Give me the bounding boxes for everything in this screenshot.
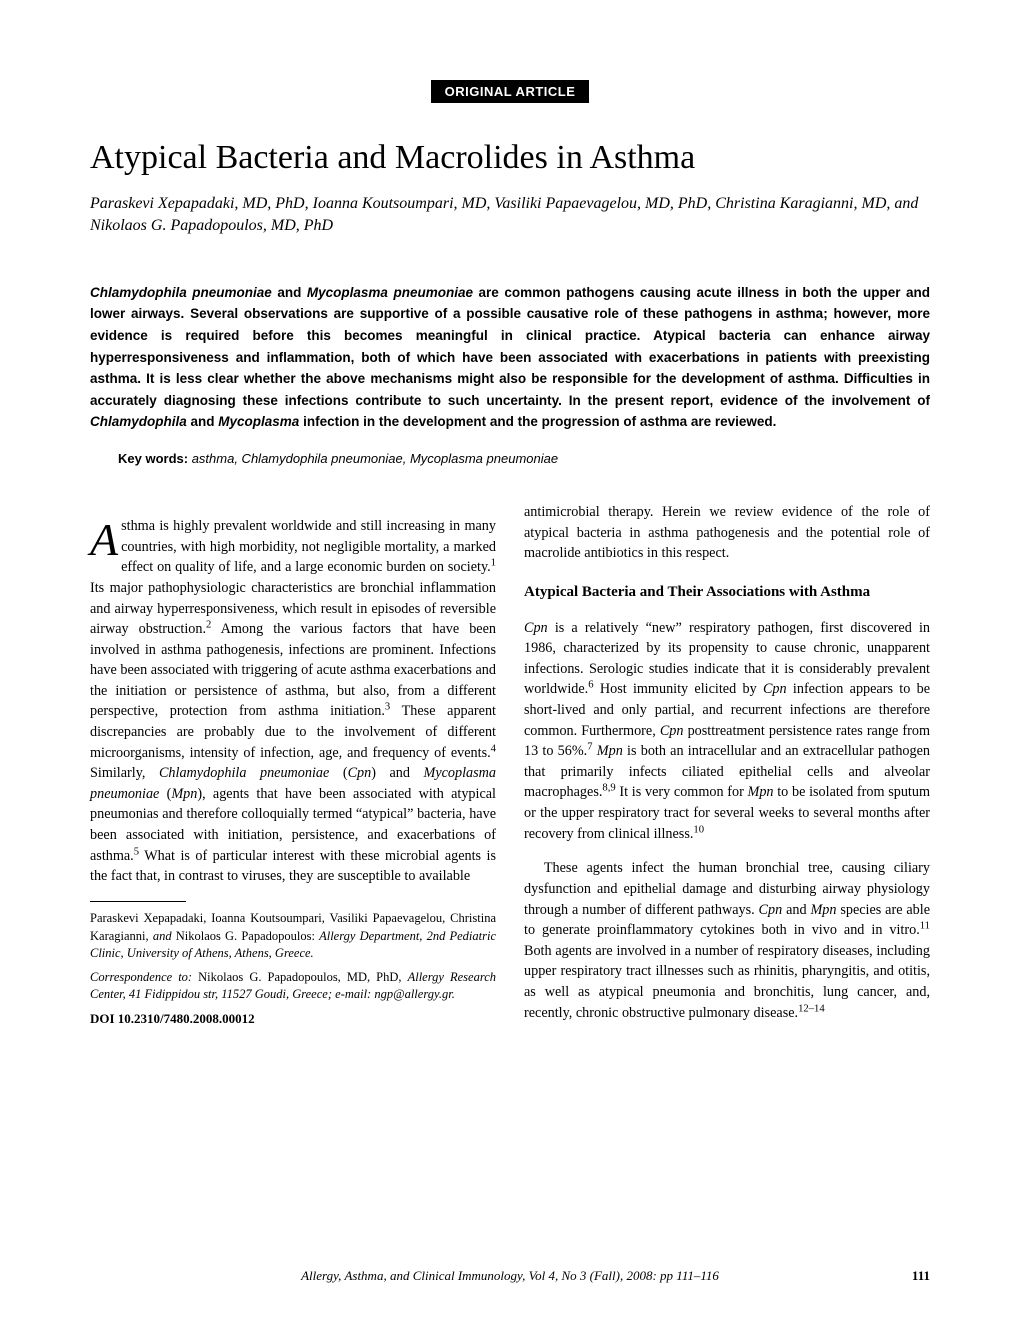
abstract-text: and [187, 414, 219, 429]
organism-abbr: Mpn [748, 784, 774, 800]
affil-and: and [153, 929, 172, 943]
citation: 7 [587, 741, 592, 752]
body-text: Host immunity elicited by [594, 681, 763, 697]
abstract-organism-4: Mycoplasma [218, 414, 299, 429]
organism-abbr: Mpn [810, 902, 836, 918]
body-text: Both agents are involved in a number of … [524, 943, 930, 1021]
body-text: Similarly, [90, 765, 159, 781]
organism-abbr: Cpn [660, 723, 684, 739]
keywords: Key words: asthma, Chlamydophila pneumon… [118, 451, 930, 466]
abstract: Chlamydophila pneumoniae and Mycoplasma … [90, 282, 930, 433]
corr-label: Correspondence to: [90, 970, 192, 984]
body-paragraph: These agents infect the human bronchial … [524, 858, 930, 1023]
dropcap: A [90, 516, 121, 559]
body-text: What is of particular interest with thes… [90, 848, 496, 885]
organism-abbr: Mpn [597, 743, 623, 759]
article-title: Atypical Bacteria and Macrolides in Asth… [90, 139, 930, 177]
citation: 10 [693, 824, 704, 835]
doi: DOI 10.2310/7480.2008.00012 [90, 1010, 496, 1029]
citation: 4 [491, 743, 496, 754]
page-number: 111 [912, 1268, 930, 1284]
body-columns: Asthma is highly prevalent worldwide and… [90, 502, 930, 1033]
abstract-organism-1: Chlamydophila pneumoniae [90, 285, 272, 300]
abstract-text: are common pathogens causing acute illne… [90, 285, 930, 408]
page: ORIGINAL ARTICLE Atypical Bacteria and M… [0, 0, 1020, 1320]
body-text: ( [159, 786, 171, 802]
keywords-label: Key words: [118, 451, 188, 466]
organism-abbr: Cpn [759, 902, 783, 918]
organism-abbr: Cpn [348, 765, 372, 781]
affiliation-divider [90, 901, 186, 902]
article-type-badge: ORIGINAL ARTICLE [431, 80, 590, 103]
abstract-text: and [272, 285, 307, 300]
citation: 1 [491, 558, 496, 569]
page-footer: Allergy, Asthma, and Clinical Immunology… [0, 1268, 1020, 1284]
affiliation: Paraskevi Xepapadaki, Ioanna Koutsoumpar… [90, 910, 496, 963]
body-text: sthma is highly prevalent worldwide and … [121, 518, 496, 575]
body-paragraph: Cpn is a relatively “new” respiratory pa… [524, 618, 930, 845]
body-text: and [782, 902, 810, 918]
organism-name: Chlamydophila pneumoniae [159, 765, 329, 781]
correspondence: Correspondence to: Nikolaos G. Papadopou… [90, 969, 496, 1004]
section-heading: Atypical Bacteria and Their Associations… [524, 582, 930, 604]
body-text: It is very common for [616, 784, 748, 800]
citation: 8,9 [602, 783, 615, 794]
affiliation-block: Paraskevi Xepapadaki, Ioanna Koutsoumpar… [90, 901, 496, 1028]
organism-abbr: Mpn [171, 786, 197, 802]
body-text: ( [329, 765, 347, 781]
badge-wrap: ORIGINAL ARTICLE [90, 80, 930, 103]
abstract-organism-3: Chlamydophila [90, 414, 187, 429]
abstract-organism-2: Mycoplasma pneumoniae [307, 285, 473, 300]
journal-citation: Allergy, Asthma, and Clinical Immunology… [301, 1268, 719, 1283]
organism-abbr: Cpn [524, 620, 548, 636]
body-text: ) and [371, 765, 423, 781]
corr-name: Nikolaos G. Papadopoulos, MD, PhD, [192, 970, 407, 984]
abstract-text: infection in the development and the pro… [299, 414, 776, 429]
body-paragraph: antimicrobial therapy. Herein we review … [524, 502, 930, 564]
affil-last: Nikolaos G. Papadopoulos: [172, 929, 320, 943]
keywords-terms: asthma, Chlamydophila pneumoniae, Mycopl… [192, 451, 558, 466]
intro-paragraph: Asthma is highly prevalent worldwide and… [90, 516, 496, 887]
citation: 11 [920, 920, 930, 931]
organism-abbr: Cpn [763, 681, 787, 697]
author-list: Paraskevi Xepapadaki, MD, PhD, Ioanna Ko… [90, 193, 930, 238]
citation: 12–14 [798, 1003, 825, 1014]
